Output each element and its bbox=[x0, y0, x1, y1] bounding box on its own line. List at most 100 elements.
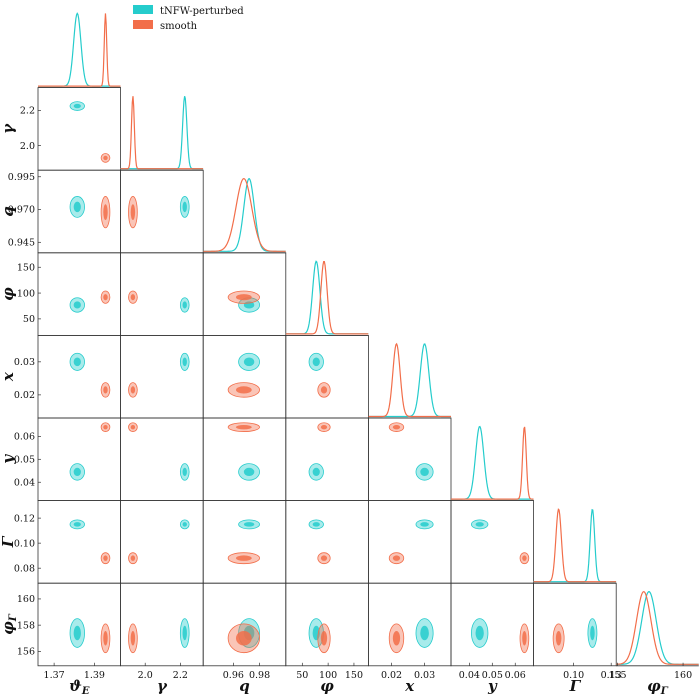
panel-phiG-phiG: 155 160 bbox=[608, 590, 699, 681]
panel-y-y bbox=[451, 425, 534, 502]
panel-Gamma-Gamma bbox=[533, 508, 617, 584]
y-tick-label: 0.06 bbox=[14, 432, 35, 443]
contour-inner bbox=[103, 204, 108, 221]
contour-inner bbox=[312, 357, 320, 367]
panel-frame bbox=[37, 334, 121, 419]
y-tick-label: 160 bbox=[17, 594, 35, 605]
contour-inner bbox=[103, 294, 108, 301]
density-curve bbox=[203, 177, 286, 252]
contour-inner bbox=[522, 631, 527, 646]
axis-label: φ bbox=[320, 677, 334, 695]
contour-inner bbox=[73, 201, 81, 213]
y-tick-label: 0.08 bbox=[14, 563, 35, 574]
panel-x-gamma bbox=[120, 334, 204, 419]
contour-inner bbox=[130, 294, 136, 301]
y-tick-label: 2.0 bbox=[20, 141, 35, 152]
contour-inner bbox=[420, 467, 429, 477]
panel-frame bbox=[37, 500, 121, 584]
contour-inner bbox=[73, 467, 81, 477]
contour-inner bbox=[73, 357, 81, 367]
axis-label: φ bbox=[0, 287, 17, 301]
density-curve bbox=[368, 343, 451, 418]
y-tick-label: 156 bbox=[17, 647, 35, 658]
x-tick-label: 1.39 bbox=[84, 670, 105, 681]
density-curve bbox=[533, 508, 617, 583]
density-curve bbox=[451, 426, 534, 500]
contour-inner bbox=[590, 625, 595, 641]
panel-gamma-gamma bbox=[120, 95, 204, 171]
contour-inner bbox=[420, 522, 429, 527]
x-tick-label: 155 bbox=[608, 670, 626, 681]
x-tick-label: 160 bbox=[674, 670, 692, 681]
contour-inner bbox=[182, 201, 187, 213]
panel-phi-q bbox=[202, 252, 287, 336]
y-tick-label: 0.970 bbox=[8, 205, 35, 216]
legend: tNFW-perturbed smooth bbox=[133, 5, 244, 32]
panel-y-phi bbox=[285, 417, 369, 501]
panel-frame bbox=[202, 500, 287, 584]
contour-inner bbox=[235, 424, 252, 430]
legend-label: smooth bbox=[160, 21, 198, 32]
density-curve bbox=[616, 590, 699, 665]
contour-inner bbox=[130, 204, 136, 221]
x-tick-label: 2.2 bbox=[173, 670, 188, 681]
panel-phiG-y: 0.04 0.05 0.06 bbox=[450, 582, 534, 681]
x-tick-label: 0.04 bbox=[459, 670, 480, 681]
panel-y-q bbox=[202, 417, 287, 501]
x-tick-label: 0.98 bbox=[249, 670, 270, 681]
contour-inner bbox=[235, 555, 252, 561]
contour-inner bbox=[392, 631, 401, 646]
contour-inner bbox=[103, 555, 108, 561]
panel-frame bbox=[450, 500, 534, 584]
contour-inner bbox=[312, 522, 320, 527]
contour-inner bbox=[475, 625, 484, 641]
contour-inner bbox=[235, 631, 252, 646]
contour-inner bbox=[555, 631, 562, 646]
density-curve bbox=[368, 342, 451, 418]
contour-inner bbox=[182, 301, 187, 309]
contour-inner bbox=[103, 424, 108, 430]
x-tick-label: 0.13 bbox=[601, 670, 622, 681]
contour-inner bbox=[243, 357, 255, 367]
corner-panels: 2.02.20.9450.9700.995501001500.020.030.0… bbox=[0, 12, 699, 697]
density-curve bbox=[120, 96, 204, 170]
panel-frame bbox=[120, 334, 204, 419]
x-tick-label: 100 bbox=[319, 670, 337, 681]
contour-inner bbox=[130, 555, 136, 561]
x-tick-label: 0.05 bbox=[482, 670, 503, 681]
contour-inner bbox=[320, 555, 328, 561]
y-tick-label: 0.04 bbox=[14, 477, 35, 488]
contour-inner bbox=[73, 301, 81, 309]
contour-inner bbox=[130, 386, 136, 394]
contour-inner bbox=[522, 555, 527, 561]
y-tick-label: 2.2 bbox=[20, 106, 35, 117]
contour-inner bbox=[130, 631, 136, 646]
panel-x-thetaE: 0.02 0.03 bbox=[14, 334, 121, 419]
panel-Gamma-gamma bbox=[120, 500, 204, 584]
axis-label: y bbox=[0, 454, 17, 465]
x-tick-label: 150 bbox=[345, 670, 363, 681]
panel-x-x bbox=[368, 342, 451, 419]
panel-Gamma-y bbox=[450, 500, 534, 584]
contour-inner bbox=[235, 294, 252, 301]
x-tick-label: 2.0 bbox=[138, 670, 153, 681]
legend-label: tNFW-perturbed bbox=[160, 6, 244, 17]
panel-thetaE-thetaE bbox=[38, 12, 121, 88]
x-tick-label: 1.37 bbox=[44, 670, 65, 681]
y-tick-label: 100 bbox=[17, 288, 35, 299]
panel-frame bbox=[120, 500, 204, 584]
panel-phi-phi bbox=[285, 260, 369, 336]
x-tick-label: 0.96 bbox=[223, 670, 244, 681]
contour-inner bbox=[320, 631, 328, 646]
panel-frame bbox=[285, 582, 369, 667]
panel-q-q bbox=[203, 177, 286, 254]
panel-q-gamma bbox=[120, 169, 204, 254]
contour-inner bbox=[103, 631, 108, 646]
panel-frame bbox=[367, 582, 452, 667]
contour-inner bbox=[475, 522, 484, 527]
axis-label: Γ bbox=[0, 535, 17, 548]
axis-label: x bbox=[0, 371, 17, 382]
panel-x-q bbox=[202, 334, 287, 419]
panel-y-gamma bbox=[120, 417, 204, 501]
